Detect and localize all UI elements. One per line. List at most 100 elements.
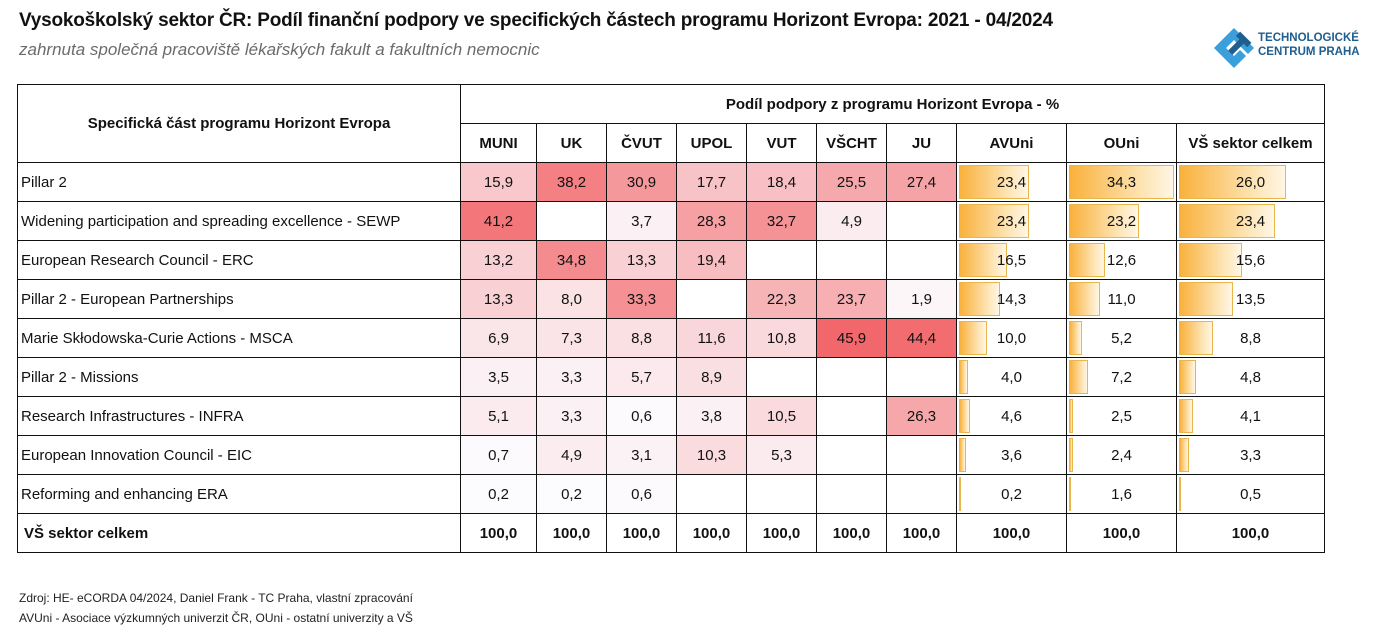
heatmap-cell: 5,7: [606, 357, 677, 397]
heatmap-cell: [886, 474, 957, 514]
heatmap-cell: [886, 435, 957, 475]
row-label: Pillar 2: [17, 162, 461, 202]
cell-value: 13,3: [483, 290, 514, 308]
heatmap-cell: 38,2: [536, 162, 607, 202]
databar-cell: 10,0: [956, 318, 1067, 358]
databar-cell: 4,1: [1176, 396, 1325, 436]
databar-cell: 23,4: [1176, 201, 1325, 241]
cell-value: 10,5: [766, 407, 797, 425]
databar-cell: 4,6: [956, 396, 1067, 436]
heatmap-cell: 25,5: [816, 162, 887, 202]
heatmap-cell: [816, 357, 887, 397]
heatmap-cell: 10,5: [746, 396, 817, 436]
cell-value: 30,9: [626, 173, 657, 191]
cell-value: 7,3: [561, 329, 582, 347]
heatmap-cell: [816, 396, 887, 436]
heatmap-cell: 45,9: [816, 318, 887, 358]
cell-value: 22,3: [766, 290, 797, 308]
data-bar: [959, 477, 961, 511]
heatmap-cell: 7,3: [536, 318, 607, 358]
heatmap-cell: 0,7: [460, 435, 537, 475]
cell-value: 0,2: [1001, 485, 1022, 503]
data-bar: [1179, 165, 1287, 199]
cell-value: 5,7: [631, 368, 652, 386]
heatmap-cell: [536, 201, 607, 241]
databar-cell: 5,2: [1066, 318, 1177, 358]
cell-value: 14,3: [996, 290, 1027, 308]
cell-value: 1,6: [1111, 485, 1132, 503]
heatmap-cell: 33,3: [606, 279, 677, 319]
data-bar: [1069, 204, 1139, 238]
tc-praha-logo: TECHNOLOGICKÉ CENTRUM PRAHA: [1212, 26, 1362, 70]
column-header: JU: [886, 123, 957, 163]
heatmap-cell: 3,1: [606, 435, 677, 475]
databar-cell: 11,0: [1066, 279, 1177, 319]
heatmap-cell: 11,6: [676, 318, 747, 358]
heatmap-cell: 3,7: [606, 201, 677, 241]
page-title: Vysokoškolský sektor ČR: Podíl finanční …: [19, 10, 1053, 31]
databar-cell: 2,4: [1066, 435, 1177, 475]
heatmap-cell: [816, 435, 887, 475]
row-label: European Research Council - ERC: [17, 240, 461, 280]
heatmap-cell: 22,3: [746, 279, 817, 319]
support-share-table: Specifická část programu Horizont Evropa…: [17, 84, 1325, 553]
data-bar: [1179, 477, 1181, 511]
cell-value: 4,0: [1001, 368, 1022, 386]
row-label: Widening participation and spreading exc…: [17, 201, 461, 241]
cell-value: 3,6: [1001, 446, 1022, 464]
heatmap-cell: 3,3: [536, 396, 607, 436]
data-bar: [1069, 165, 1174, 199]
cell-value: 15,6: [1235, 251, 1266, 269]
data-bar: [1069, 360, 1088, 394]
databar-cell: 3,6: [956, 435, 1067, 475]
cell-value: 0,6: [631, 485, 652, 503]
databar-cell: 4,8: [1176, 357, 1325, 397]
cell-value: 8,8: [631, 329, 652, 347]
data-bar: [1179, 360, 1196, 394]
cell-value: 5,2: [1111, 329, 1132, 347]
page-subtitle: zahrnuta společná pracoviště lékařských …: [19, 40, 540, 59]
column-header: MUNI: [460, 123, 537, 163]
heatmap-cell: 44,4: [886, 318, 957, 358]
total-cell: 100,0: [536, 513, 607, 553]
column-header: UK: [536, 123, 607, 163]
cell-value: 23,4: [996, 173, 1027, 191]
row-label: Research Infrastructures - INFRA: [17, 396, 461, 436]
cell-value: 13,2: [483, 251, 514, 269]
data-bar: [959, 360, 968, 394]
heatmap-cell: 0,6: [606, 396, 677, 436]
table-row: Research Infrastructures - INFRA 5,1 3,3 0,…: [17, 396, 1325, 436]
cell-value: 3,3: [1240, 446, 1261, 464]
cell-value: 13,3: [626, 251, 657, 269]
total-row: VŠ sektor celkem 100,0 100,0 100,0 100,0 100,…: [17, 513, 1325, 553]
heatmap-cell: [886, 201, 957, 241]
databar-cell: 4,0: [956, 357, 1067, 397]
cell-value: 12,6: [1106, 251, 1137, 269]
heatmap-cell: [746, 240, 817, 280]
cell-value: 11,6: [697, 329, 726, 347]
heatmap-cell: [886, 240, 957, 280]
heatmap-cell: 4,9: [536, 435, 607, 475]
databar-cell: 34,3: [1066, 162, 1177, 202]
heatmap-cell: [886, 357, 957, 397]
heatmap-cell: 5,1: [460, 396, 537, 436]
databar-cell: 0,5: [1176, 474, 1325, 514]
cell-value: 10,8: [766, 329, 797, 347]
cell-value: 15,9: [483, 173, 514, 191]
heatmap-cell: 26,3: [886, 396, 957, 436]
data-bar: [1179, 321, 1213, 355]
heatmap-cell: 13,3: [460, 279, 537, 319]
cell-value: 44,4: [906, 329, 937, 347]
heatmap-cell: 32,7: [746, 201, 817, 241]
row-label: Pillar 2 - European Partnerships: [17, 279, 461, 319]
cell-value: 11,0: [1107, 290, 1136, 308]
total-cell: 100,0: [816, 513, 887, 553]
heatmap-cell: [746, 357, 817, 397]
heatmap-cell: 8,9: [676, 357, 747, 397]
cell-value: 3,5: [488, 368, 509, 386]
cell-value: 8,0: [561, 290, 582, 308]
row-label: European Innovation Council - EIC: [17, 435, 461, 475]
heatmap-cell: 8,8: [606, 318, 677, 358]
total-cell: 100,0: [1176, 513, 1325, 553]
cell-value: 16,5: [996, 251, 1027, 269]
